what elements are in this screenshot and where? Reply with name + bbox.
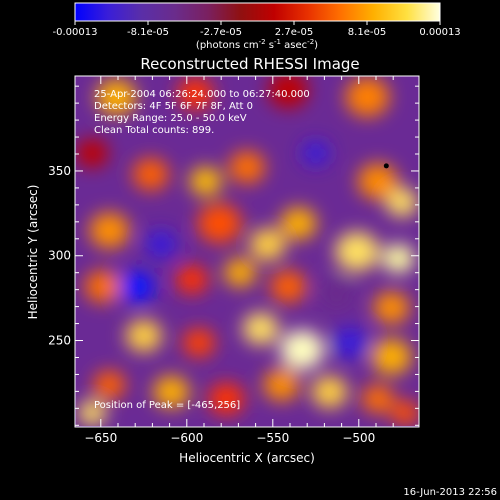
- heatmap-blob: [89, 212, 130, 249]
- colorbar-min-label: -0.00013: [53, 27, 98, 38]
- heatmap-blob: [208, 382, 245, 416]
- y-tick-label: 350: [48, 164, 71, 178]
- colorbar-max-label: 0.00013: [419, 27, 460, 38]
- heatmap-blob: [263, 368, 300, 402]
- heatmap-blob: [280, 207, 317, 240]
- x-tick-label: −600: [170, 431, 203, 445]
- heatmap-blob: [76, 138, 109, 168]
- heatmap-blob: [318, 277, 355, 310]
- heatmap-blob: [189, 166, 222, 196]
- heatmap-blob: [153, 375, 190, 409]
- heatmap-blob: [311, 375, 348, 409]
- y-axis-title: Heliocentric Y (arcsec): [26, 185, 40, 320]
- annotation-clean: Clean Total counts: 899.: [94, 125, 214, 136]
- heatmap-blob: [301, 140, 330, 166]
- footer-date: 16-Jun-2013 22:56: [403, 487, 497, 498]
- x-tick-label: −550: [256, 431, 289, 445]
- annotation-peak: Position of Peak = [-465,256]: [94, 400, 240, 411]
- heatmap-blob: [229, 151, 265, 184]
- colorbar-tick-label: 8.1e-05: [348, 27, 386, 38]
- heatmap-blob: [385, 187, 418, 217]
- heatmap-blob: [224, 258, 257, 287]
- heatmap-blob: [280, 329, 325, 370]
- y-tick-label: 250: [48, 334, 71, 348]
- heatmap-blob: [84, 270, 121, 303]
- y-tick-label: 300: [48, 249, 71, 263]
- heatmap-blob: [270, 270, 307, 303]
- heatmap-blob: [132, 158, 169, 191]
- heatmap-blob: [361, 384, 394, 414]
- heatmap-blob: [182, 328, 215, 358]
- heatmap-blob: [125, 319, 162, 352]
- heatmap-blob: [391, 400, 419, 426]
- heatmap-blob: [96, 79, 137, 116]
- annotation-time-range: 25-Apr-2004 06:26:24.000 to 06:27:40.000: [94, 89, 310, 100]
- colorbar-tick-label: -2.7e-05: [200, 27, 242, 38]
- heatmap-blob: [118, 270, 155, 303]
- heatmap-blob: [371, 338, 412, 375]
- peak-marker: [383, 163, 389, 169]
- heatmap-blob: [357, 163, 398, 200]
- heatmap-blob: [242, 312, 279, 345]
- heatmap-blob: [93, 370, 126, 400]
- heatmap-blob: [145, 230, 177, 259]
- colorbar-tick-label: -8.1e-05: [127, 27, 169, 38]
- heatmap-blob: [335, 231, 380, 272]
- heatmap-blob: [268, 76, 309, 109]
- colorbar-units: (photons cm-2 s-1 asec-2): [196, 38, 318, 51]
- heatmap-blob: [78, 400, 107, 426]
- heatmap-image: [75, 76, 419, 427]
- heatmap-blob: [177, 77, 214, 110]
- heatmap-blob: [345, 77, 390, 117]
- heatmap-blob: [175, 265, 208, 294]
- heatmap-blob: [197, 203, 242, 244]
- plot-frame: [74, 75, 420, 428]
- colorbar: [74, 2, 441, 22]
- heatmap-blob: [382, 244, 415, 273]
- annotation-detectors: Detectors: 4F 5F 6F 7F 8F, Att 0: [94, 101, 253, 112]
- heatmap-blob: [332, 326, 369, 359]
- colorbar-ticks: [74, 21, 441, 25]
- heatmap-blob: [373, 291, 410, 324]
- annotation-energy: Energy Range: 25.0 - 50.0 keV: [94, 113, 247, 124]
- colorbar-tick-label: 2.7e-05: [275, 27, 313, 38]
- x-axis-title: Heliocentric X (arcsec): [179, 451, 315, 465]
- x-tick-label: −650: [84, 431, 117, 445]
- heatmap-blob: [249, 228, 286, 261]
- chart-title: Reconstructed RHESSI Image: [140, 55, 359, 73]
- x-tick-label: −500: [342, 431, 375, 445]
- y-axis: 250 300 350: [48, 85, 419, 426]
- x-axis: −650 −600 −550 −500: [84, 76, 394, 445]
